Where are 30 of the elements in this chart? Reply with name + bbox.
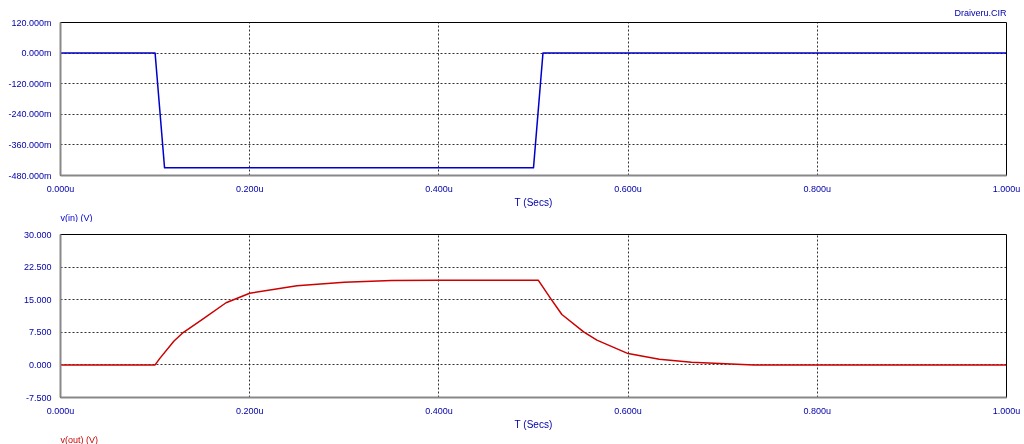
y-tick-label: 30.000 <box>23 229 52 240</box>
x-tick-label: 0.000u <box>46 405 75 416</box>
chart-title: Draiveru.CIR <box>954 7 1007 18</box>
x-tick-label: 0.200u <box>235 405 264 416</box>
x-tick-label: 0.800u <box>803 405 832 416</box>
y-tick-label: -360.000m <box>8 139 52 150</box>
x-tick-label: 1.000u <box>992 405 1021 416</box>
y-tick-label: 120.000m <box>11 17 52 28</box>
y-tick-label: 15.000 <box>23 294 52 305</box>
line-series <box>60 279 1007 366</box>
x-tick-label: 0.200u <box>235 183 264 194</box>
x-axis-title: T (Secs) <box>514 196 553 208</box>
x-tick-label: 1.000u <box>992 183 1021 194</box>
x-tick-label: 0.400u <box>425 405 453 416</box>
y-tick-label: -480.000m <box>8 170 52 181</box>
text: v(in) (V) <box>60 212 93 223</box>
y-tick-label: 22.500 <box>23 262 52 273</box>
y-tick-label: -240.000m <box>8 109 52 120</box>
y-tick-label: 0.000 <box>28 359 52 370</box>
y-tick-label: -120.000m <box>8 78 52 89</box>
x-tick-label: 0.800u <box>803 183 832 194</box>
x-axis-title: T (Secs) <box>514 418 553 430</box>
x-tick-label: 0.400u <box>425 183 453 194</box>
y-tick-label: 0.000m <box>21 48 52 59</box>
x-tick-label: 0.600u <box>614 405 642 416</box>
x-tick-label: 0.600u <box>614 183 642 194</box>
y-tick-label: 7.500 <box>28 327 52 338</box>
y-tick-label: -7.500 <box>25 392 52 403</box>
x-tick-label: 0.000u <box>46 183 75 194</box>
text: v(out) (V) <box>60 434 99 444</box>
